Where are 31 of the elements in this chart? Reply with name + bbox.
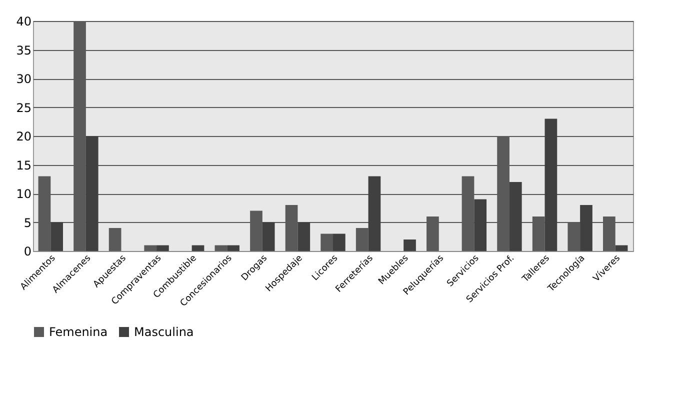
y-tick-label: 25 bbox=[16, 100, 32, 115]
bar bbox=[86, 136, 98, 251]
y-tick-label: 5 bbox=[24, 216, 32, 230]
bar bbox=[144, 245, 157, 251]
y-tick-label: 0 bbox=[24, 244, 32, 258]
bar bbox=[320, 234, 333, 251]
y-tick-label: 20 bbox=[16, 130, 32, 144]
bar bbox=[50, 222, 63, 251]
bar bbox=[214, 245, 228, 251]
bar bbox=[227, 245, 240, 251]
y-tick-label: 35 bbox=[16, 43, 32, 58]
bar bbox=[108, 228, 122, 251]
y-tick-label: 10 bbox=[16, 187, 32, 201]
bar bbox=[474, 199, 487, 251]
bar bbox=[262, 222, 275, 251]
legend-label: Femenina bbox=[49, 325, 108, 339]
y-tick-label: 15 bbox=[16, 158, 32, 172]
bar bbox=[192, 245, 204, 251]
bar bbox=[298, 222, 310, 251]
bar bbox=[368, 176, 381, 251]
y-tick-label: 40 bbox=[16, 14, 32, 28]
bar bbox=[615, 245, 628, 251]
bar bbox=[544, 118, 558, 251]
bar bbox=[580, 205, 592, 251]
legend-label: Masculina bbox=[134, 325, 194, 339]
bar bbox=[509, 182, 522, 251]
y-tick-label: 30 bbox=[16, 72, 32, 86]
bar bbox=[333, 234, 346, 251]
bar bbox=[156, 245, 169, 251]
bar bbox=[356, 228, 368, 251]
bar bbox=[404, 240, 416, 251]
